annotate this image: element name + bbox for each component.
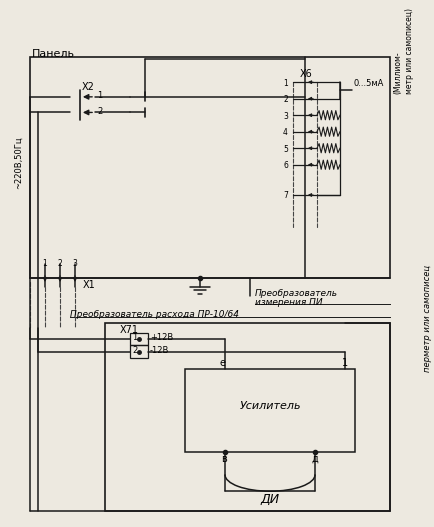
Bar xyxy=(185,369,355,452)
Text: 2: 2 xyxy=(57,259,62,268)
Text: Преобразователь расхода ПР-10/64: Преобразователь расхода ПР-10/64 xyxy=(70,310,239,319)
Text: 2: 2 xyxy=(132,346,137,355)
Bar xyxy=(105,324,390,511)
Text: Преобразователь: Преобразователь xyxy=(255,289,338,298)
Text: 2: 2 xyxy=(97,107,102,116)
Text: Х2: Х2 xyxy=(82,82,95,92)
Text: Усилитель: Усилитель xyxy=(239,401,301,411)
Text: д: д xyxy=(311,454,318,464)
Text: метр или самописец): метр или самописец) xyxy=(405,8,414,94)
Text: 6: 6 xyxy=(283,161,288,170)
Text: измерения ПИ: измерения ПИ xyxy=(255,298,322,307)
Text: 5: 5 xyxy=(283,144,288,153)
Text: +12В: +12В xyxy=(150,334,173,343)
Text: 2: 2 xyxy=(283,95,288,104)
Text: 1: 1 xyxy=(97,91,102,100)
Text: ДИ: ДИ xyxy=(260,493,279,506)
Text: Х71: Х71 xyxy=(120,325,139,335)
Bar xyxy=(130,333,148,345)
Text: ~220В,50Гц: ~220В,50Гц xyxy=(13,136,23,189)
Text: Панель: Панель xyxy=(32,49,75,59)
Text: 3: 3 xyxy=(72,259,77,268)
Text: -12В: -12В xyxy=(150,346,169,355)
Text: 1: 1 xyxy=(283,79,288,87)
Text: 1: 1 xyxy=(132,334,137,343)
Text: 1: 1 xyxy=(342,358,348,368)
Text: Х6: Х6 xyxy=(300,70,313,80)
Text: перметр или самописец: перметр или самописец xyxy=(424,265,433,373)
Text: 4: 4 xyxy=(283,128,288,137)
Text: в: в xyxy=(221,454,227,464)
Text: 0...5мА: 0...5мА xyxy=(354,80,385,89)
Text: 1: 1 xyxy=(42,259,47,268)
Bar xyxy=(30,57,390,278)
Bar xyxy=(130,345,148,358)
Text: 3: 3 xyxy=(283,112,288,121)
Text: 7: 7 xyxy=(283,191,288,200)
Text: Х1: Х1 xyxy=(83,280,96,290)
Text: е: е xyxy=(220,358,226,368)
Text: (Миллиом-: (Миллиом- xyxy=(394,52,402,94)
